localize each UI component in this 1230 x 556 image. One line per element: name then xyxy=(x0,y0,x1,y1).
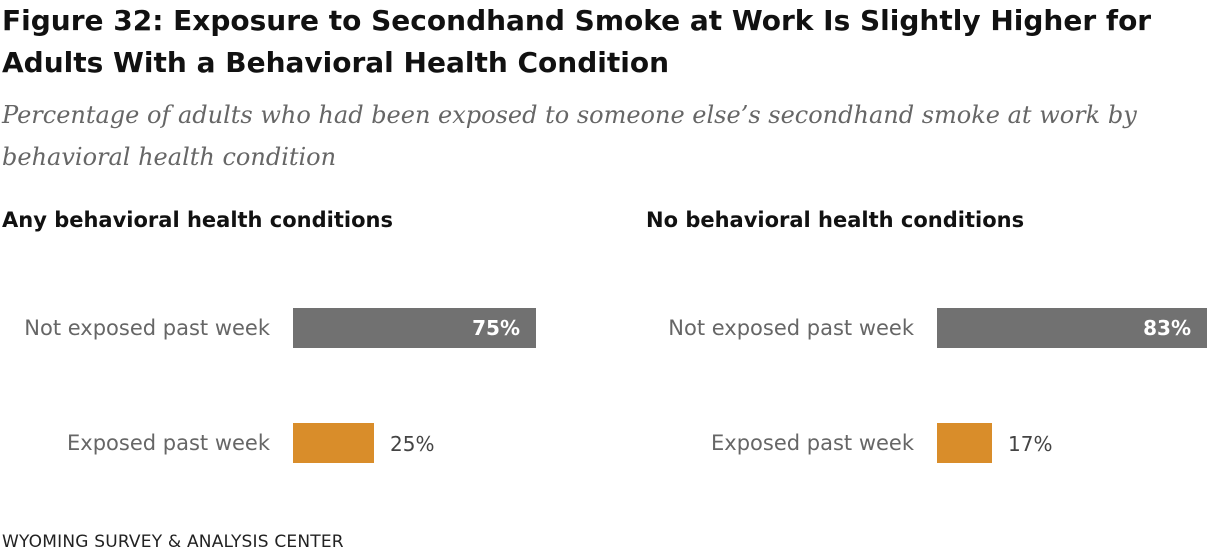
panel-title: Any behavioral health conditions xyxy=(2,208,393,232)
bar-row: Exposed past week 17% xyxy=(646,423,1226,463)
bar-row: Not exposed past week 83% xyxy=(646,308,1226,348)
bar xyxy=(293,308,536,348)
category-label: Exposed past week xyxy=(711,431,914,455)
bar-row: Not exposed past week 75% xyxy=(2,308,582,348)
chart-subtitle: Percentage of adults who had been expose… xyxy=(2,101,1137,171)
category-label: Exposed past week xyxy=(67,431,270,455)
category-label: Not exposed past week xyxy=(24,316,270,340)
chart-title: Figure 32: Exposure to Secondhand Smoke … xyxy=(2,4,1152,79)
bar xyxy=(937,308,1207,348)
bar xyxy=(937,423,992,463)
panel-title: No behavioral health conditions xyxy=(646,208,1025,232)
bar xyxy=(293,423,374,463)
panel-no-conditions: No behavioral health conditions Not expo… xyxy=(646,200,1226,490)
value-label: 17% xyxy=(1008,432,1053,456)
value-label: 25% xyxy=(390,432,435,456)
panel-any-conditions: Any behavioral health conditions Not exp… xyxy=(2,200,582,490)
value-label: 83% xyxy=(1143,316,1191,340)
source-credit: WYOMING SURVEY & ANALYSIS CENTER xyxy=(2,532,344,552)
bar-row: Exposed past week 25% xyxy=(2,423,582,463)
category-label: Not exposed past week xyxy=(668,316,914,340)
value-label: 75% xyxy=(472,316,520,340)
